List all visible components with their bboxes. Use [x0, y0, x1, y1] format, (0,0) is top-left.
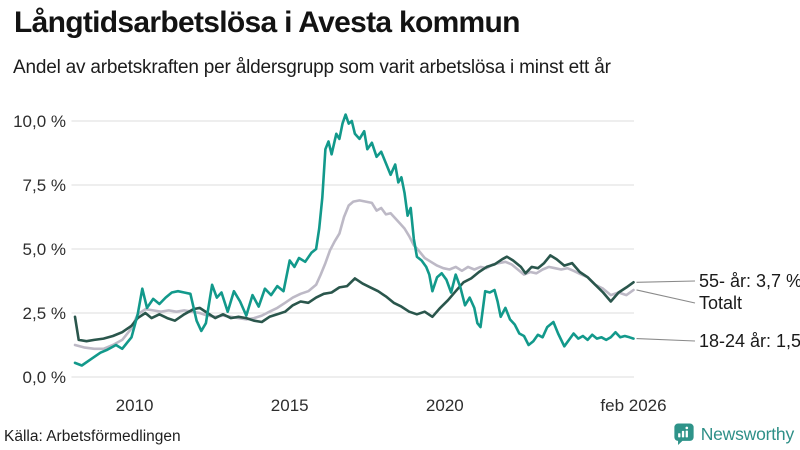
- label-connector: [636, 280, 696, 283]
- label-connector: [636, 338, 696, 342]
- y-tick-label: 7,5 %: [23, 176, 66, 195]
- chart-subtitle: Andel av arbetskraften per åldersgrupp s…: [13, 57, 611, 78]
- newsworthy-icon: [674, 423, 694, 446]
- series-end-label: 18-24 år: 1,5 %: [699, 331, 800, 351]
- y-tick-label: 2,5 %: [23, 304, 66, 323]
- x-tick-label: 2015: [271, 396, 309, 415]
- chart-title: Långtidsarbetslösa i Avesta kommun: [14, 6, 520, 39]
- series-line-18-24-r: [73, 113, 635, 367]
- series-line-55-r: [73, 254, 635, 343]
- series-line-totalt: [73, 199, 635, 351]
- source-note: Källa: Arbetsförmedlingen: [4, 428, 181, 445]
- newsworthy-logo[interactable]: Newsworthy: [673, 423, 794, 446]
- newsworthy-wordmark: Newsworthy: [700, 424, 795, 444]
- x-tick-label: 2020: [426, 396, 464, 415]
- x-tick-label: 2010: [116, 396, 154, 415]
- y-tick-label: 0,0 %: [23, 368, 66, 387]
- x-tick-label: feb 2026: [600, 396, 666, 415]
- series-end-label: 55- år: 3,7 %: [699, 271, 800, 291]
- series-end-label: Totalt: [699, 293, 742, 313]
- y-tick-label: 10,0 %: [13, 112, 66, 131]
- label-connector: [636, 289, 696, 304]
- y-tick-label: 5,0 %: [23, 240, 66, 259]
